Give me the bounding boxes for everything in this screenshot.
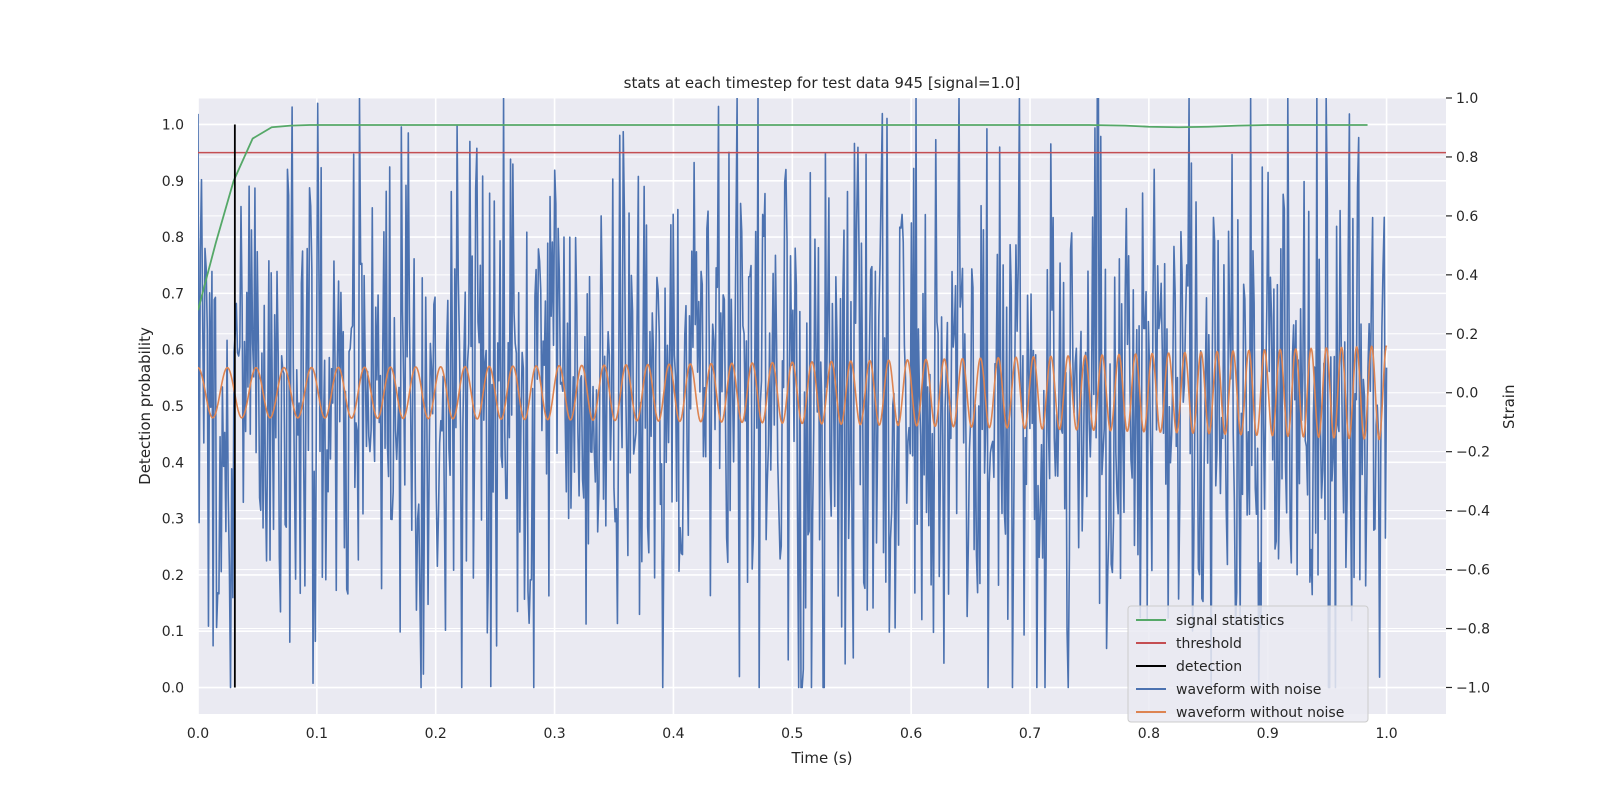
- y-right-tick-label: 0.8: [1456, 150, 1478, 166]
- x-tick-label: 0.2: [425, 726, 447, 742]
- x-tick-label: 0.3: [543, 726, 565, 742]
- y-right-tick-label: 0.0: [1456, 386, 1478, 402]
- x-tick-label: 0.6: [900, 726, 922, 742]
- legend-label: detection: [1176, 659, 1242, 675]
- y-left-tick-label: 0.1: [162, 624, 184, 640]
- y-left-tick-label: 0.9: [162, 174, 184, 190]
- y-axis-left-title: Detection probability: [136, 327, 154, 485]
- x-axis-title: Time (s): [791, 749, 853, 767]
- x-tick-label: 0.1: [306, 726, 328, 742]
- y-left-tick-label: 0.7: [162, 286, 184, 302]
- y-right-tick-label: 0.4: [1456, 268, 1478, 284]
- y-axis-right-title: Strain: [1500, 385, 1518, 429]
- legend: signal statistics threshold detection wavef…: [1127, 605, 1369, 723]
- y-left-tick-label: 0.2: [162, 568, 184, 584]
- y-right-tick-label: 0.2: [1456, 327, 1478, 343]
- y-left-tick-label: 1.0: [162, 117, 184, 133]
- legend-box: [1127, 605, 1369, 723]
- x-tick-label: 0.9: [1257, 726, 1279, 742]
- y-left-tick-label: 0.8: [162, 230, 184, 246]
- y-left-tick-label: 0.3: [162, 512, 184, 528]
- y-left-tick-label: 0.6: [162, 343, 184, 359]
- y-right-tick-label: −0.4: [1456, 504, 1490, 520]
- waveform-without-noise-line: [198, 345, 1388, 441]
- x-tick-label: 0.4: [662, 726, 684, 742]
- ticks: 0.0 0.1 0.2 0.3 0.4 0.5 0.6 0.7 0.8 0.9 1.0 0.0 0.1 0…: [162, 91, 1490, 742]
- signal-statistics-line: [198, 124, 1368, 311]
- legend-label: waveform without noise: [1176, 705, 1344, 721]
- y-right-tick-label: 0.6: [1456, 209, 1478, 225]
- y-left-tick-label: 0.5: [162, 399, 184, 415]
- y-right-tick-label: −0.6: [1456, 563, 1490, 579]
- waveform-with-noise-line: [198, 98, 1388, 689]
- y-right-tick-label: −1.0: [1456, 680, 1490, 696]
- y-right-tick-label: −0.2: [1456, 445, 1490, 461]
- legend-label: waveform with noise: [1176, 682, 1321, 698]
- x-tick-label: 0.7: [1019, 726, 1041, 742]
- y-left-tick-label: 0.0: [162, 681, 184, 697]
- y-right-tick-label: −0.8: [1456, 622, 1490, 638]
- y-right-tick-label: 1.0: [1456, 91, 1478, 107]
- x-tick-label: 0.0: [187, 726, 209, 742]
- legend-label: threshold: [1176, 636, 1242, 652]
- chart-title: stats at each timestep for test data 945…: [624, 74, 1021, 92]
- y-left-tick-label: 0.4: [162, 455, 184, 471]
- x-tick-label: 1.0: [1375, 726, 1397, 742]
- plot-area: [198, 98, 1446, 689]
- x-tick-label: 0.5: [781, 726, 803, 742]
- x-tick-label: 0.8: [1138, 726, 1160, 742]
- legend-label: signal statistics: [1176, 613, 1284, 629]
